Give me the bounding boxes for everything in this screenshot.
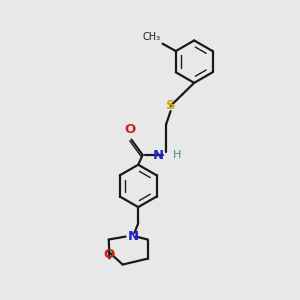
Text: S: S	[166, 99, 175, 112]
Text: H: H	[173, 150, 181, 160]
Text: O: O	[124, 123, 136, 136]
Text: N: N	[128, 230, 139, 243]
Text: CH₃: CH₃	[143, 32, 161, 42]
Text: O: O	[103, 248, 114, 261]
Text: N: N	[153, 148, 164, 161]
